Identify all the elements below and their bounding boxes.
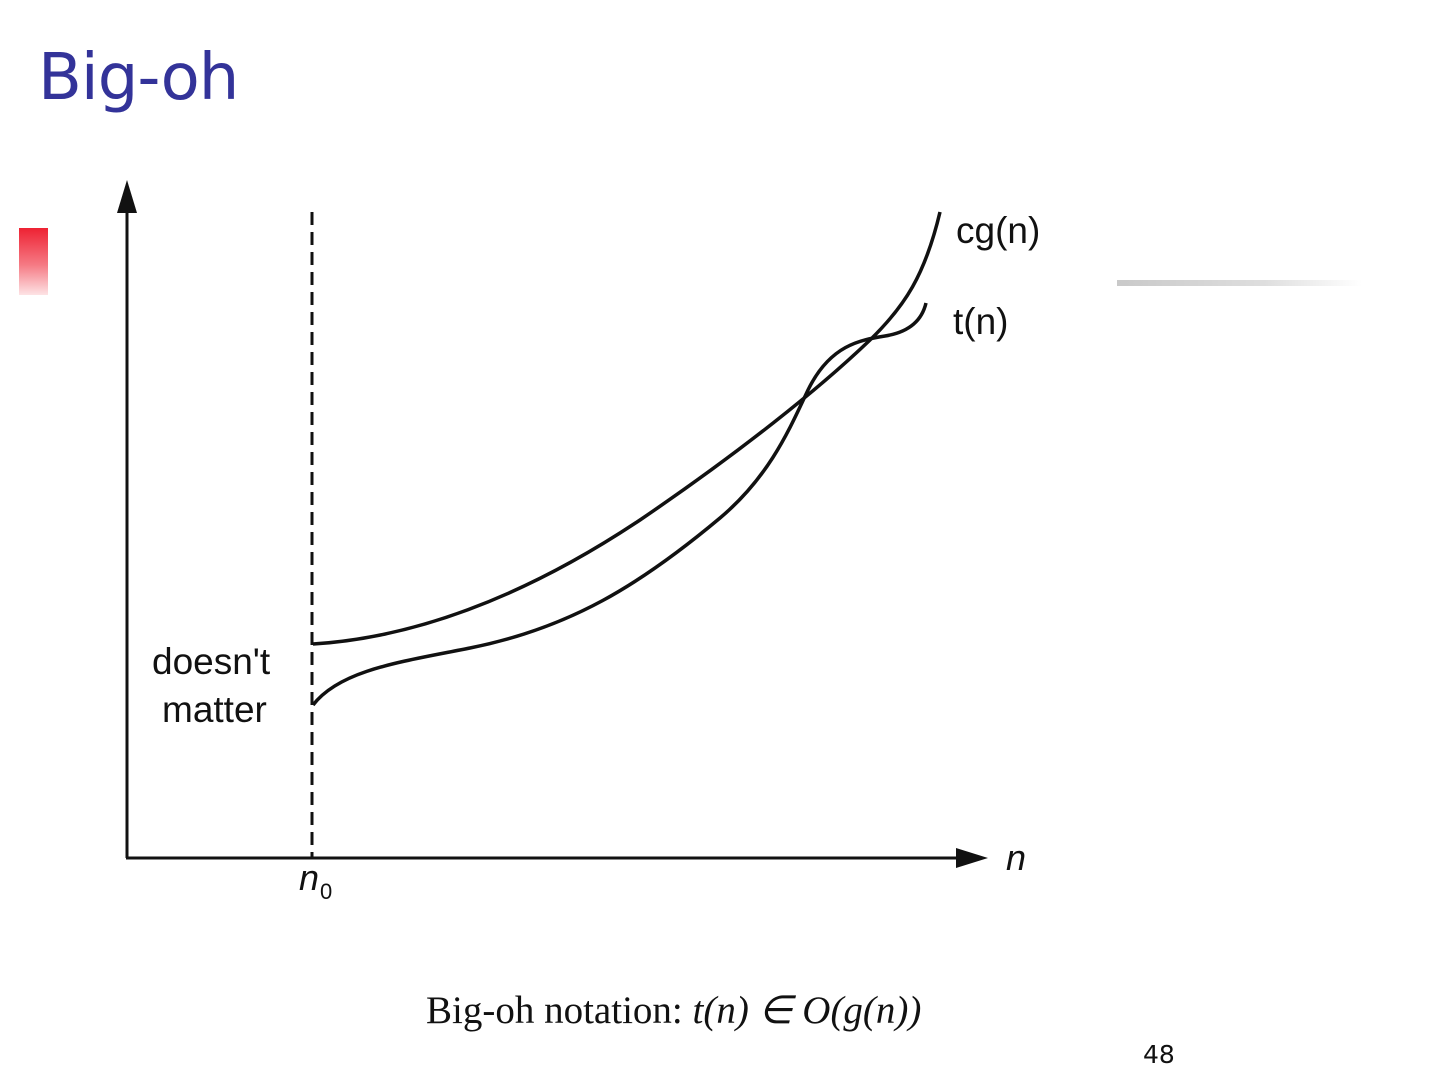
threshold-label-base: n	[299, 857, 319, 898]
threshold-label: n0	[299, 857, 332, 904]
y-axis-arrowhead	[117, 180, 137, 213]
curve-cg	[312, 211, 942, 646]
x-axis-arrowhead	[956, 848, 988, 868]
slide-title: Big-oh	[38, 41, 239, 115]
region-label-line2: matter	[162, 689, 267, 730]
threshold-label-sub: 0	[320, 879, 332, 904]
curve-cg-label: cg(n)	[956, 210, 1040, 251]
decorative-rule	[1117, 280, 1362, 286]
region-label-line1: doesn't	[152, 641, 271, 682]
page-number: 48	[1143, 1040, 1175, 1069]
caption: Big-oh notation: t(n) ∈ O(g(n))	[426, 988, 921, 1033]
curve-t-label: t(n)	[953, 301, 1009, 342]
caption-prefix: Big-oh notation:	[426, 989, 693, 1032]
caption-formula: t(n) ∈ O(g(n))	[692, 989, 922, 1032]
x-axis-label: n	[1006, 837, 1026, 878]
bullet-marker	[19, 228, 48, 295]
curve-t	[311, 302, 928, 707]
